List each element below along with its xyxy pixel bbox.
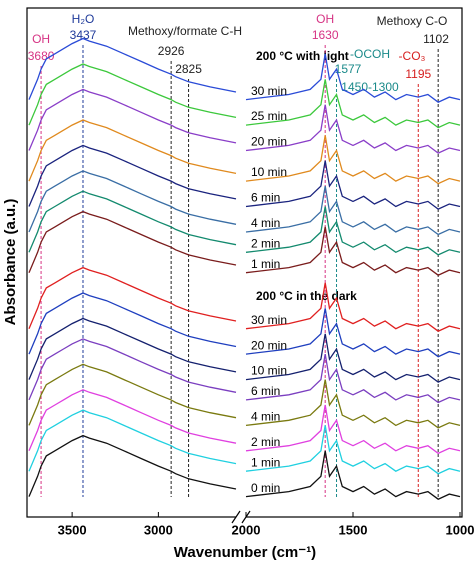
spectrum-line xyxy=(245,333,461,383)
series-label: 10 min xyxy=(251,364,287,378)
y-axis-title: Absorbance (a.u.) xyxy=(2,199,19,326)
spectrum-line xyxy=(245,160,461,210)
x-tick-label: 1000 xyxy=(446,522,474,537)
x-axis-title: Wavenumber (cm⁻¹) xyxy=(174,544,316,561)
annotation-label: OH xyxy=(316,12,334,26)
annotation-value: 1577 xyxy=(335,62,362,76)
spectrum-line xyxy=(28,37,237,100)
annotation-value: 3680 xyxy=(28,49,55,63)
spectrum-line xyxy=(28,317,237,380)
spectrum-line xyxy=(245,135,461,185)
axis-break xyxy=(236,505,246,525)
x-tick-label: 2000 xyxy=(232,522,261,537)
annotation-value: 2825 xyxy=(175,62,202,76)
spectrum-line xyxy=(245,79,461,129)
spectrum-line xyxy=(245,404,461,455)
spectrum-line xyxy=(28,144,237,207)
series-label: 1 min xyxy=(251,257,280,271)
series-label: 30 min xyxy=(251,313,287,327)
spectrum-line xyxy=(245,206,461,256)
series-label: 25 min xyxy=(251,109,287,123)
annotation-label: -OCOH xyxy=(350,47,390,61)
series-label: 30 min xyxy=(251,84,287,98)
annotation-label: OH xyxy=(32,32,50,46)
group-label: 200 °C in the dark xyxy=(256,289,357,303)
series-label: 4 min xyxy=(251,410,280,424)
series-label: 6 min xyxy=(251,191,280,205)
annotation-label: -CO₃ xyxy=(399,49,426,63)
spectrum-line xyxy=(245,53,461,103)
annotation-label: Methoxy C-O xyxy=(377,14,448,28)
spectrum-line xyxy=(245,353,461,404)
series-label: 4 min xyxy=(251,216,280,230)
series-label: 20 min xyxy=(251,135,287,149)
series-label: 6 min xyxy=(251,384,280,398)
spectrum-line xyxy=(245,450,461,500)
x-tick-label: 3000 xyxy=(144,522,173,537)
spectrum-line xyxy=(245,308,461,358)
series-label: 2 min xyxy=(251,236,280,250)
spectrum-line xyxy=(28,389,237,452)
spectrum-line xyxy=(28,363,237,426)
annotation-label: 1450-1300 xyxy=(341,80,399,94)
x-tick-label: 1500 xyxy=(339,522,368,537)
spectrum-line xyxy=(245,185,461,236)
spectrum-line xyxy=(245,282,461,332)
spectrum-line xyxy=(28,434,237,497)
x-tick-label: 3500 xyxy=(58,522,87,537)
spectrum-line xyxy=(28,338,237,401)
series-label: 0 min xyxy=(251,481,280,495)
spectrum-line xyxy=(28,292,237,355)
spectrum-line xyxy=(245,226,461,276)
spectrum-line xyxy=(28,63,237,126)
series-label: 2 min xyxy=(251,435,280,449)
series-label: 20 min xyxy=(251,338,287,352)
group-label: 200 °C with light xyxy=(256,49,349,63)
spectrum-line xyxy=(28,190,237,253)
spectrum-line xyxy=(245,379,461,429)
spectrum-line xyxy=(28,119,237,182)
spectrum-line xyxy=(245,104,461,154)
annotation-value: 1102 xyxy=(423,32,449,46)
annotation-label: Methoxy/formate C-H xyxy=(128,24,242,38)
spectrum-line xyxy=(245,425,461,475)
spectrum-line xyxy=(28,266,237,329)
break-mark xyxy=(231,510,241,524)
spectrum-line xyxy=(28,409,237,472)
spectrum-line xyxy=(28,170,237,233)
spectrum-line xyxy=(28,210,237,273)
annotation-value: 3437 xyxy=(70,28,97,42)
series-label: 1 min xyxy=(251,455,280,469)
annotation-value: 1195 xyxy=(405,67,431,81)
annotation-label: H₂O xyxy=(72,12,95,26)
spectrum-line xyxy=(28,88,237,151)
series-label: 10 min xyxy=(251,165,287,179)
annotation-value: 2926 xyxy=(158,44,185,58)
annotation-value: 1630 xyxy=(312,28,339,42)
